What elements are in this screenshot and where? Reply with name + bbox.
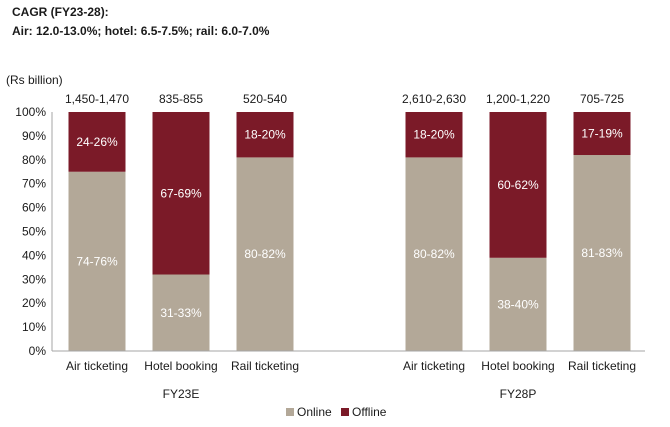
x-tick-label: Air ticketing [66,359,128,373]
chart-subtitle: Air: 12.0-13.0%; hotel: 6.5-7.5%; rail: … [12,24,270,38]
y-tick-label: 40% [22,248,46,262]
legend-swatch-online [286,408,294,416]
bar-online [489,257,547,351]
data-label-offline: 17-19% [581,127,623,141]
y-tick-label: 60% [22,201,46,215]
y-tick-label: 10% [22,320,46,334]
bar-offline [236,112,294,158]
y-tick-label: 70% [22,177,46,191]
data-label-online: 80-82% [413,247,455,261]
bar-online [405,157,463,351]
y-tick-label: 90% [22,129,46,143]
data-label-online: 38-40% [497,297,539,311]
data-label-online: 31-33% [160,306,202,320]
y-tick-label: 0% [29,344,47,358]
bar-online [573,155,631,351]
bar-online [236,157,294,351]
y-tick-label: 50% [22,225,46,239]
bar-total-label: 2,610-2,630 [402,92,466,106]
group-label: FY23E [163,387,200,401]
legend-label: Offline [352,405,387,419]
x-tick-label: Rail ticketing [231,359,299,373]
bar-total-label: 1,450-1,470 [65,92,129,106]
y-tick-label: 20% [22,296,46,310]
x-tick-label: Hotel booking [481,359,554,373]
x-tick-label: Rail ticketing [568,359,636,373]
bar-online [152,274,210,351]
legend-swatch-offline [341,408,349,416]
chart-title: CAGR (FY23-28): [12,5,109,19]
legend-label: Online [297,405,332,419]
bar-offline [405,112,463,158]
y-axis-label: (Rs billion) [6,73,63,87]
y-tick-label: 100% [15,105,46,119]
bar-total-label: 1,200-1,220 [486,92,550,106]
y-tick-label: 80% [22,153,46,167]
group-label: FY28P [500,387,537,401]
data-label-online: 81-83% [581,246,623,260]
data-label-offline: 18-20% [244,128,286,142]
bar-total-label: 705-725 [580,92,624,106]
data-label-offline: 24-26% [76,135,118,149]
y-tick-label: 30% [22,272,46,286]
data-label-online: 80-82% [244,247,286,261]
data-label-online: 74-76% [76,254,118,268]
x-tick-label: Air ticketing [403,359,465,373]
bar-offline [573,112,631,156]
x-tick-label: Hotel booking [144,359,217,373]
bar-offline [152,112,210,275]
data-label-offline: 18-20% [413,128,455,142]
bar-total-label: 835-855 [159,92,203,106]
data-label-offline: 60-62% [497,178,539,192]
data-label-offline: 67-69% [160,186,202,200]
bar-offline [68,112,126,172]
bar-online [68,171,126,351]
bar-offline [489,112,547,258]
bar-total-label: 520-540 [243,92,287,106]
